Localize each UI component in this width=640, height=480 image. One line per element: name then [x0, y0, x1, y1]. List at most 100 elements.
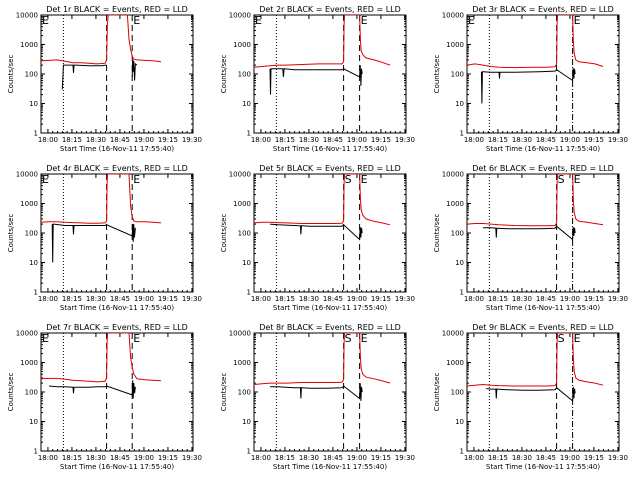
x-axis-label: Start Time (16-Nov-11 17:55:40) — [273, 304, 387, 312]
x-tick-label: 18:45 — [110, 295, 130, 303]
x-tick-label: 19:15 — [584, 454, 604, 462]
y-tick-label: 10000 — [229, 12, 251, 20]
y-tick-label: 10000 — [16, 12, 38, 20]
x-tick-label: 18:15 — [488, 454, 508, 462]
y-tick-label: 10 — [242, 100, 251, 108]
y-tick-label: 1 — [460, 130, 464, 138]
plot-frame — [466, 332, 620, 452]
x-tick-label: 18:30 — [512, 454, 532, 462]
x-tick-label: 19:00 — [134, 454, 154, 462]
lld-series-line — [467, 174, 604, 227]
marker-start-label: S — [558, 173, 565, 186]
panel-title: Det 8r BLACK = Events, RED = LLD — [259, 323, 401, 332]
x-tick-label: 18:15 — [275, 454, 295, 462]
x-tick-label: 18:00 — [464, 136, 484, 144]
plot-frame — [466, 173, 620, 293]
x-axis-label: Start Time (16-Nov-11 17:55:40) — [60, 145, 174, 153]
x-tick-label: 18:00 — [251, 136, 271, 144]
y-tick-label: 100 — [451, 389, 464, 397]
y-tick-label: 10000 — [229, 171, 251, 179]
events-series-line — [269, 65, 363, 95]
x-tick-label: 19:15 — [584, 295, 604, 303]
marker-end-label: E — [361, 332, 368, 345]
detector-panel: Det 3r BLACK = Events, RED = LLD 1 10 100 10… — [433, 5, 628, 153]
x-tick-label: 19:30 — [182, 295, 202, 303]
detector-panel: Det 8r BLACK = Events, RED = LLD 1 10 100 10… — [220, 323, 415, 471]
x-tick-label: 19:00 — [560, 295, 580, 303]
y-tick-label: 1 — [247, 289, 251, 297]
y-tick-label: 10 — [29, 259, 38, 267]
x-tick-label: 18:15 — [62, 454, 82, 462]
x-tick-label: 18:45 — [323, 136, 343, 144]
x-tick-label: 18:30 — [86, 454, 106, 462]
y-tick-label: 1000 — [446, 200, 464, 208]
events-series-line — [483, 225, 576, 241]
x-tick-label: 19:30 — [608, 454, 628, 462]
x-axis-label: Start Time (16-Nov-11 17:55:40) — [486, 145, 600, 153]
x-tick-label: 18:45 — [536, 136, 556, 144]
x-tick-label: 19:30 — [395, 136, 415, 144]
marker-start-label: S — [345, 173, 352, 186]
x-tick-label: 19:15 — [158, 454, 178, 462]
x-tick-label: 18:00 — [251, 295, 271, 303]
events-series-line — [269, 223, 363, 241]
marker-end-label: E — [133, 173, 140, 186]
y-tick-label: 10000 — [16, 330, 38, 338]
x-tick-label: 18:30 — [512, 295, 532, 303]
panel-title: Det 6r BLACK = Events, RED = LLD — [472, 164, 614, 173]
panel-title: Det 2r BLACK = Events, RED = LLD — [259, 5, 401, 14]
y-tick-label: 10 — [29, 100, 38, 108]
x-tick-label: 19:00 — [347, 136, 367, 144]
x-tick-label: 18:15 — [488, 295, 508, 303]
x-tick-label: 18:00 — [251, 454, 271, 462]
x-tick-label: 18:45 — [110, 136, 130, 144]
x-tick-label: 19:15 — [371, 454, 391, 462]
y-tick-label: 10 — [242, 259, 251, 267]
events-series-line — [480, 67, 576, 104]
x-tick-label: 18:15 — [62, 295, 82, 303]
panel-title: Det 4r BLACK = Events, RED = LLD — [46, 164, 188, 173]
detector-panel: Det 5r BLACK = Events, RED = LLD 1 10 100 10… — [220, 164, 415, 312]
y-tick-label: 1 — [247, 448, 251, 456]
marker-start-label: S — [558, 332, 565, 345]
plot-frame — [466, 14, 620, 134]
x-tick-label: 19:30 — [608, 295, 628, 303]
x-tick-label: 18:30 — [299, 454, 319, 462]
lld-series-line — [41, 15, 162, 65]
y-tick-label: 1000 — [233, 359, 251, 367]
x-tick-label: 18:15 — [275, 136, 295, 144]
y-tick-label: 1000 — [446, 359, 464, 367]
y-tick-label: 10 — [242, 418, 251, 426]
y-axis-label: Counts/sec — [433, 373, 441, 412]
y-tick-label: 1 — [460, 289, 464, 297]
y-axis-label: Counts/sec — [7, 373, 15, 412]
marker-end-label: E — [574, 14, 581, 27]
y-tick-label: 1 — [34, 448, 38, 456]
x-tick-label: 18:30 — [86, 136, 106, 144]
marker-start-label: E — [42, 14, 49, 27]
detector-panel: Det 2r BLACK = Events, RED = LLD 1 10 100 10… — [220, 5, 415, 153]
y-tick-label: 100 — [451, 230, 464, 238]
x-axis-label: Start Time (16-Nov-11 17:55:40) — [486, 463, 600, 471]
y-axis-label: Counts/sec — [433, 214, 441, 253]
x-tick-label: 19:15 — [158, 295, 178, 303]
y-tick-label: 10000 — [229, 330, 251, 338]
x-tick-label: 18:30 — [86, 295, 106, 303]
y-tick-label: 1000 — [20, 200, 38, 208]
panel-title: Det 7r BLACK = Events, RED = LLD — [46, 323, 188, 332]
y-tick-label: 10000 — [16, 171, 38, 179]
x-tick-label: 18:00 — [38, 454, 58, 462]
marker-end-label: E — [361, 14, 368, 27]
marker-end-label: E — [574, 332, 581, 345]
x-tick-label: 19:00 — [134, 136, 154, 144]
x-tick-label: 19:00 — [347, 454, 367, 462]
events-series-line — [51, 223, 136, 263]
y-tick-label: 100 — [238, 389, 251, 397]
x-tick-label: 18:00 — [464, 454, 484, 462]
panel-title: Det 3r BLACK = Events, RED = LLD — [472, 5, 614, 14]
x-tick-label: 18:15 — [488, 136, 508, 144]
y-tick-label: 1 — [247, 130, 251, 138]
y-tick-label: 1000 — [446, 41, 464, 49]
y-tick-label: 1000 — [20, 359, 38, 367]
x-tick-label: 18:15 — [62, 136, 82, 144]
